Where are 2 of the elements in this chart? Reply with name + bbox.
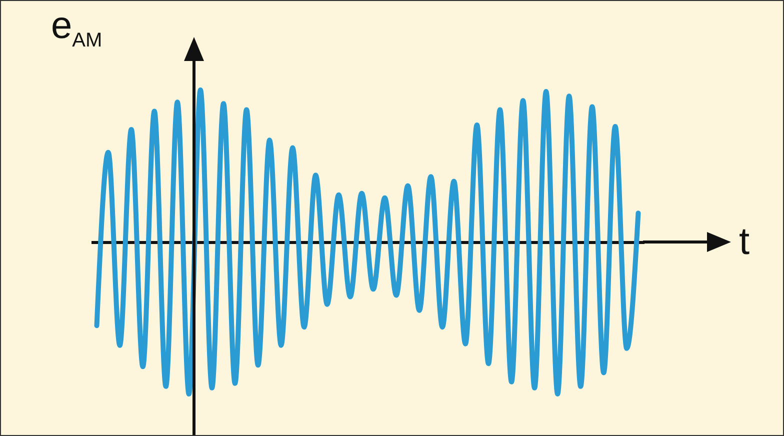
- x-axis-title: t: [739, 221, 750, 263]
- y-axis-title: e$_{AM}$: [51, 5, 102, 52]
